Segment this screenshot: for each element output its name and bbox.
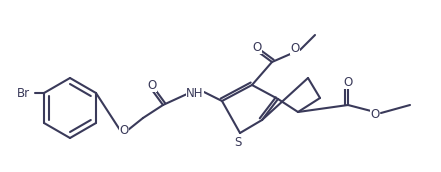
Text: O: O bbox=[147, 78, 157, 92]
Text: Br: Br bbox=[17, 87, 30, 99]
Text: O: O bbox=[252, 40, 262, 53]
Text: O: O bbox=[344, 76, 353, 89]
Text: O: O bbox=[120, 125, 129, 137]
Text: S: S bbox=[234, 136, 242, 148]
Text: NH: NH bbox=[186, 87, 204, 99]
Text: O: O bbox=[370, 109, 380, 121]
Text: O: O bbox=[290, 41, 299, 55]
